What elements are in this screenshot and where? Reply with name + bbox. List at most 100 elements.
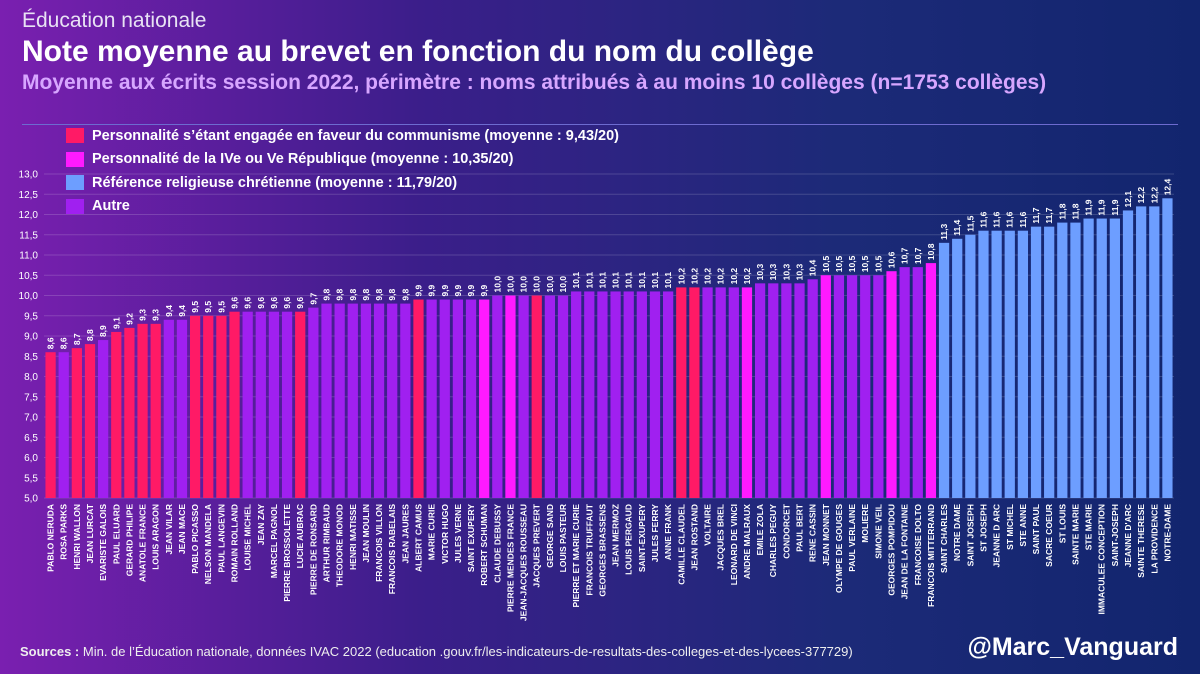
bar — [702, 287, 713, 498]
bar — [98, 340, 109, 498]
bar-value-label: 10,0 — [545, 276, 555, 293]
bar-value-label: 11,7 — [1031, 207, 1041, 223]
bar — [1070, 222, 1081, 498]
y-tick-label: 7,0 — [24, 413, 38, 424]
bar-value-label: 10,3 — [781, 264, 791, 281]
x-tick-label: ARTHUR RIMBAUD — [322, 504, 332, 582]
x-tick-label: LOUIS PASTEUR — [558, 504, 568, 572]
bar-value-label: 10,5 — [834, 255, 844, 272]
y-tick-label: 11,5 — [19, 230, 38, 241]
bar — [426, 299, 437, 498]
legend-item-religieuse: Référence religieuse chrétienne (moyenne… — [66, 171, 619, 195]
bar — [1162, 198, 1173, 499]
bar-value-label: 10,8 — [926, 243, 936, 260]
x-tick-label: ANATOLE FRANCE — [138, 504, 148, 582]
x-tick-label: SAINT EXUPERY — [466, 504, 476, 573]
bar-value-label: 10,2 — [716, 268, 726, 285]
bar — [1057, 222, 1068, 498]
bar — [584, 291, 595, 498]
x-tick-label: ROSA PARKS — [59, 504, 69, 560]
x-tick-label: JEAN ROSTAND — [689, 504, 699, 570]
x-tick-label: JEAN MACE — [177, 504, 187, 554]
bar — [649, 291, 661, 498]
x-tick-label: LOUISE MICHEL — [243, 504, 253, 571]
x-tick-label: LA PROVIDENCE — [1149, 504, 1159, 574]
bar — [1149, 206, 1160, 498]
bar — [676, 287, 687, 498]
bar-value-label: 12,2 — [1149, 187, 1159, 204]
y-tick-label: 8,5 — [24, 352, 38, 363]
bar — [176, 319, 188, 498]
x-tick-label: VOLTAIRE — [703, 504, 713, 546]
bar — [255, 311, 266, 498]
x-tick-label: JEAN MONNET — [821, 503, 831, 566]
bar-value-label: 10,1 — [624, 272, 634, 289]
bar — [505, 295, 516, 498]
y-tick-label: 13,0 — [19, 170, 39, 181]
bar — [413, 299, 424, 498]
bar-value-label: 9,4 — [177, 305, 187, 317]
bar — [860, 275, 871, 498]
x-tick-label: PIERRE DE RONSARD — [308, 504, 318, 595]
bar-value-label: 10,0 — [519, 276, 529, 293]
bar — [794, 283, 805, 498]
x-tick-label: HENRI WALLON — [72, 504, 82, 570]
x-tick-label: JEAN MOULIN — [361, 504, 371, 563]
x-tick-label: FRANCOIS VILLON — [374, 504, 384, 582]
bar — [452, 299, 464, 498]
bar — [111, 331, 122, 498]
y-tick-label: 6,5 — [24, 433, 38, 444]
legend-swatch — [66, 175, 84, 191]
bar — [189, 315, 201, 498]
bar — [833, 275, 845, 498]
bar — [71, 348, 82, 498]
x-tick-label: FRANCOIS TRUFFAUT — [584, 503, 594, 595]
bar — [991, 230, 1002, 498]
bar — [728, 287, 739, 498]
bar-value-label: 9,9 — [479, 284, 489, 296]
x-tick-label: JEAN VILAR — [164, 504, 174, 555]
x-tick-label: JACQUES BREL — [716, 504, 726, 571]
x-tick-label: ANDRE MALRAUX — [742, 504, 752, 579]
bar-value-label: 9,6 — [295, 297, 305, 309]
y-tick-label: 10,0 — [19, 291, 39, 302]
legend-item-autre: Autre — [66, 195, 619, 219]
x-tick-label: SACRE COEUR — [1044, 504, 1054, 567]
bar — [84, 344, 96, 498]
x-tick-label: VICTOR HUGO — [440, 504, 450, 564]
x-tick-label: GERARD PHILIPE — [124, 504, 134, 577]
bar — [1004, 230, 1015, 498]
x-tick-label: PABLO NERUDA — [46, 504, 56, 572]
x-tick-label: JULES FERRY — [650, 504, 660, 563]
bar — [387, 303, 398, 498]
bar — [925, 263, 937, 498]
x-tick-label: ST LOUIS — [1057, 504, 1067, 544]
bar-value-label: 12,1 — [1123, 191, 1133, 208]
x-tick-label: CLAUDE DEBUSSY — [492, 504, 502, 583]
x-tick-label: LEONARD DE VINCI — [729, 504, 739, 585]
y-tick-label: 5,5 — [24, 473, 38, 484]
bar-value-label: 9,8 — [322, 289, 332, 301]
bar-value-label: 10,1 — [571, 272, 581, 289]
y-tick-label: 11,0 — [19, 251, 38, 262]
bar-value-label: 10,7 — [900, 247, 910, 264]
bar — [465, 299, 477, 498]
x-tick-label: EVARISTE GALOIS — [98, 504, 108, 581]
legend: Personnalité s’étant engagée en faveur d… — [66, 124, 619, 218]
bar — [965, 234, 976, 498]
bar — [150, 323, 161, 498]
x-tick-label: GEORGE SAND — [545, 504, 555, 568]
x-tick-label: CHARLES PEGUY — [768, 504, 778, 578]
bar-value-label: 9,8 — [361, 289, 371, 301]
bar-value-label: 9,2 — [124, 313, 134, 325]
bar — [321, 303, 332, 498]
bar — [597, 291, 608, 498]
bar-value-label: 9,9 — [427, 284, 437, 296]
bar-value-label: 11,9 — [1084, 199, 1094, 215]
legend-item-communisme: Personnalité s’étant engagée en faveur d… — [66, 124, 619, 148]
x-tick-label: PAUL ELUARD — [111, 504, 121, 564]
bar — [768, 283, 779, 498]
x-tick-label: JULES VERNE — [453, 504, 463, 563]
x-tick-label: STE ANNE — [1018, 504, 1028, 547]
x-tick-label: SAINT-EXUPERY — [637, 504, 647, 573]
